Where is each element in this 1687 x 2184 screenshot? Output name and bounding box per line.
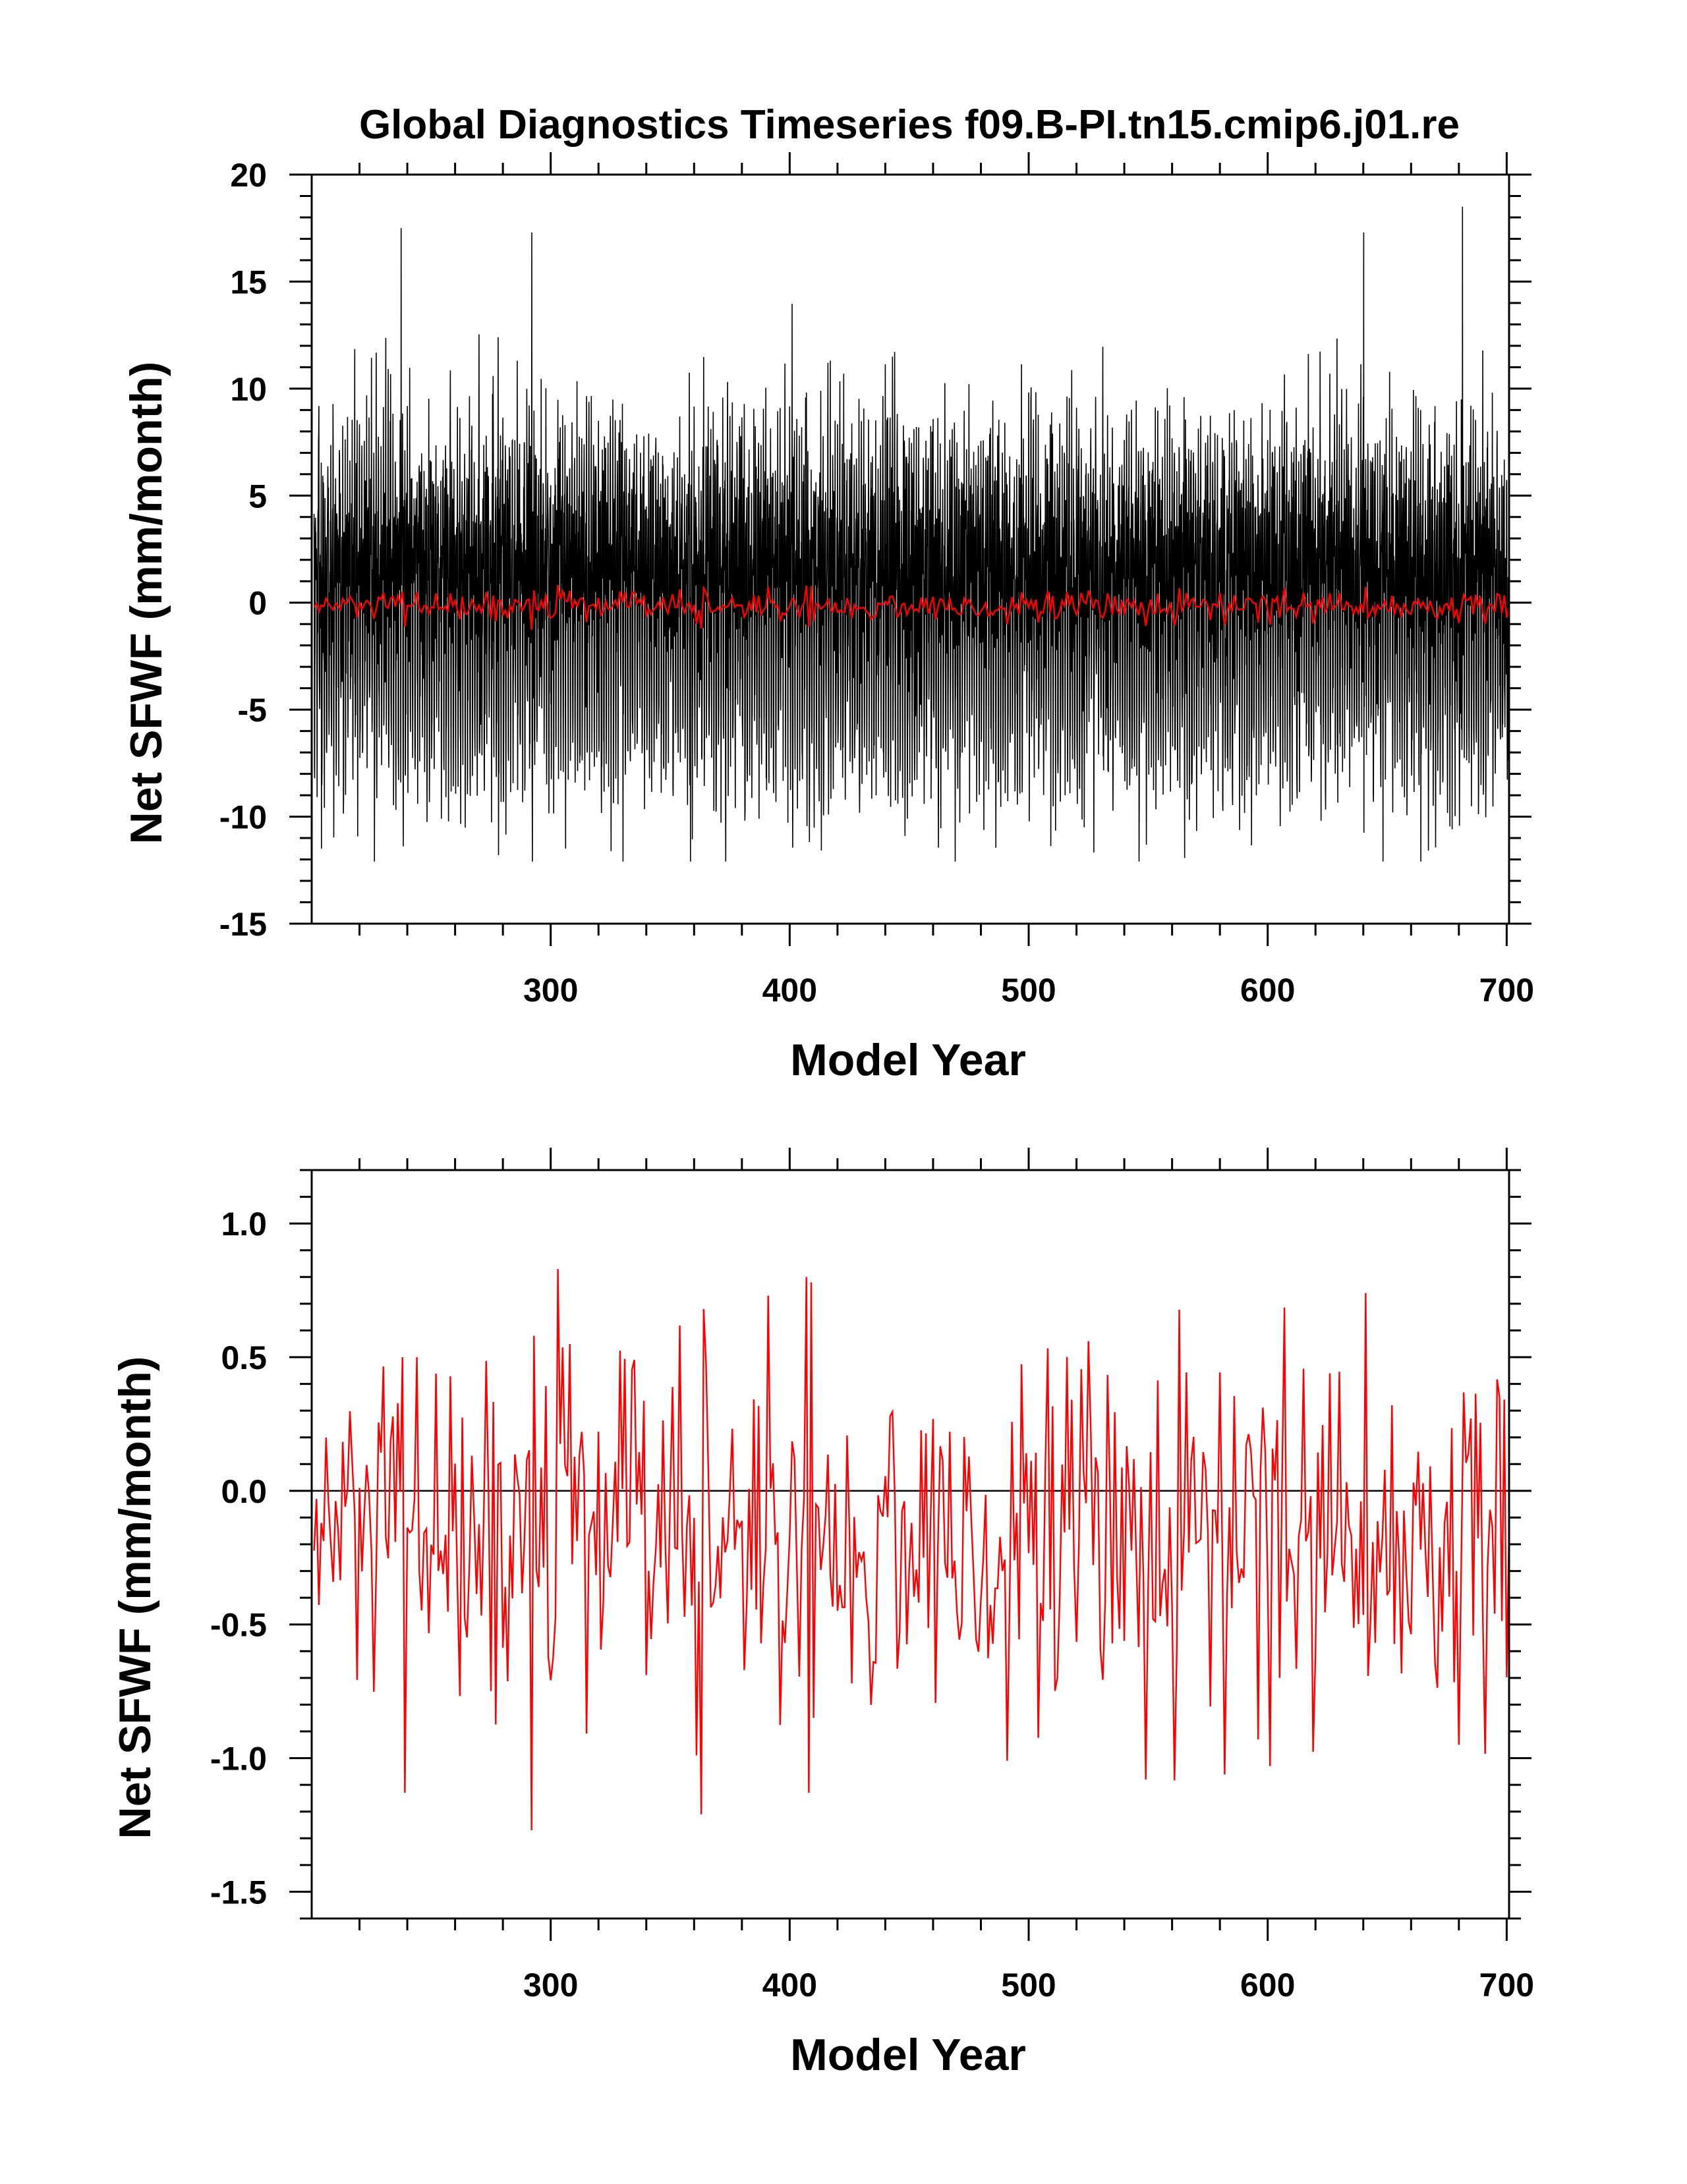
x-tick-label: 700 xyxy=(1479,1967,1534,2003)
y-tick-label: 0 xyxy=(248,585,267,622)
chart-title: Global Diagnostics Timeseries f09.B-PI.t… xyxy=(359,102,1460,148)
x-tick-label: 400 xyxy=(762,972,817,1009)
bottom-panel: 300 400 500 600 700 -1.5 -1.0 -0.5 0.0 0.5 1.0 Mod… xyxy=(110,1148,1534,2080)
x-tick-label: 600 xyxy=(1240,972,1295,1009)
y-tick-label: 0.0 xyxy=(221,1473,267,1510)
y-tick-label: -5 xyxy=(238,692,267,729)
y-tick-label: 5 xyxy=(248,478,267,515)
bottom-x-axis-title: Model Year xyxy=(790,2030,1026,2080)
y-tick-label: 0.5 xyxy=(221,1339,267,1376)
y-tick-label: -15 xyxy=(219,906,267,943)
top-axes: 300 400 500 600 700 -15 -10 -5 0 5 10 15 20 xyxy=(219,152,1534,1009)
annual-series-path-top xyxy=(313,584,1510,630)
x-tick-label: 500 xyxy=(1001,1967,1056,2003)
y-tick-label: -1.5 xyxy=(210,1874,267,1911)
x-tick-label: 300 xyxy=(523,972,578,1009)
y-tick-label: -1.0 xyxy=(210,1741,267,1778)
y-tick-label: 15 xyxy=(230,264,267,300)
y-tick-label: -0.5 xyxy=(210,1607,267,1644)
y-tick-label: -10 xyxy=(219,799,267,836)
x-tick-label: 400 xyxy=(762,1967,817,2003)
top-y-axis-title: Net SFWF (mm/month) xyxy=(121,362,171,845)
x-tick-label: 700 xyxy=(1479,972,1534,1009)
bottom-y-axis-title: Net SFWF (mm/month) xyxy=(110,1357,160,1839)
monthly-series-line xyxy=(313,206,1510,862)
top-panel: 300 400 500 600 700 -15 -10 -5 0 5 10 15 20 Model Ye… xyxy=(121,152,1534,1085)
y-tick-label: 1.0 xyxy=(221,1206,267,1243)
y-tick-label: 10 xyxy=(230,371,267,408)
x-tick-label: 300 xyxy=(523,1967,578,2003)
x-tick-label: 600 xyxy=(1240,1967,1295,2003)
annual-series-line-top xyxy=(313,584,1510,630)
x-tick-label: 500 xyxy=(1001,972,1056,1009)
y-tick-label: 20 xyxy=(230,157,267,194)
annual-series-path xyxy=(313,1269,1510,1831)
top-x-axis-title: Model Year xyxy=(790,1035,1026,1085)
bottom-axes: 300 400 500 600 700 -1.5 -1.0 -0.5 0.0 0.5 1.0 xyxy=(210,1148,1534,2003)
annual-series-line xyxy=(313,1269,1510,1831)
monthly-series-path xyxy=(313,206,1510,862)
plot-frame xyxy=(310,173,1510,925)
